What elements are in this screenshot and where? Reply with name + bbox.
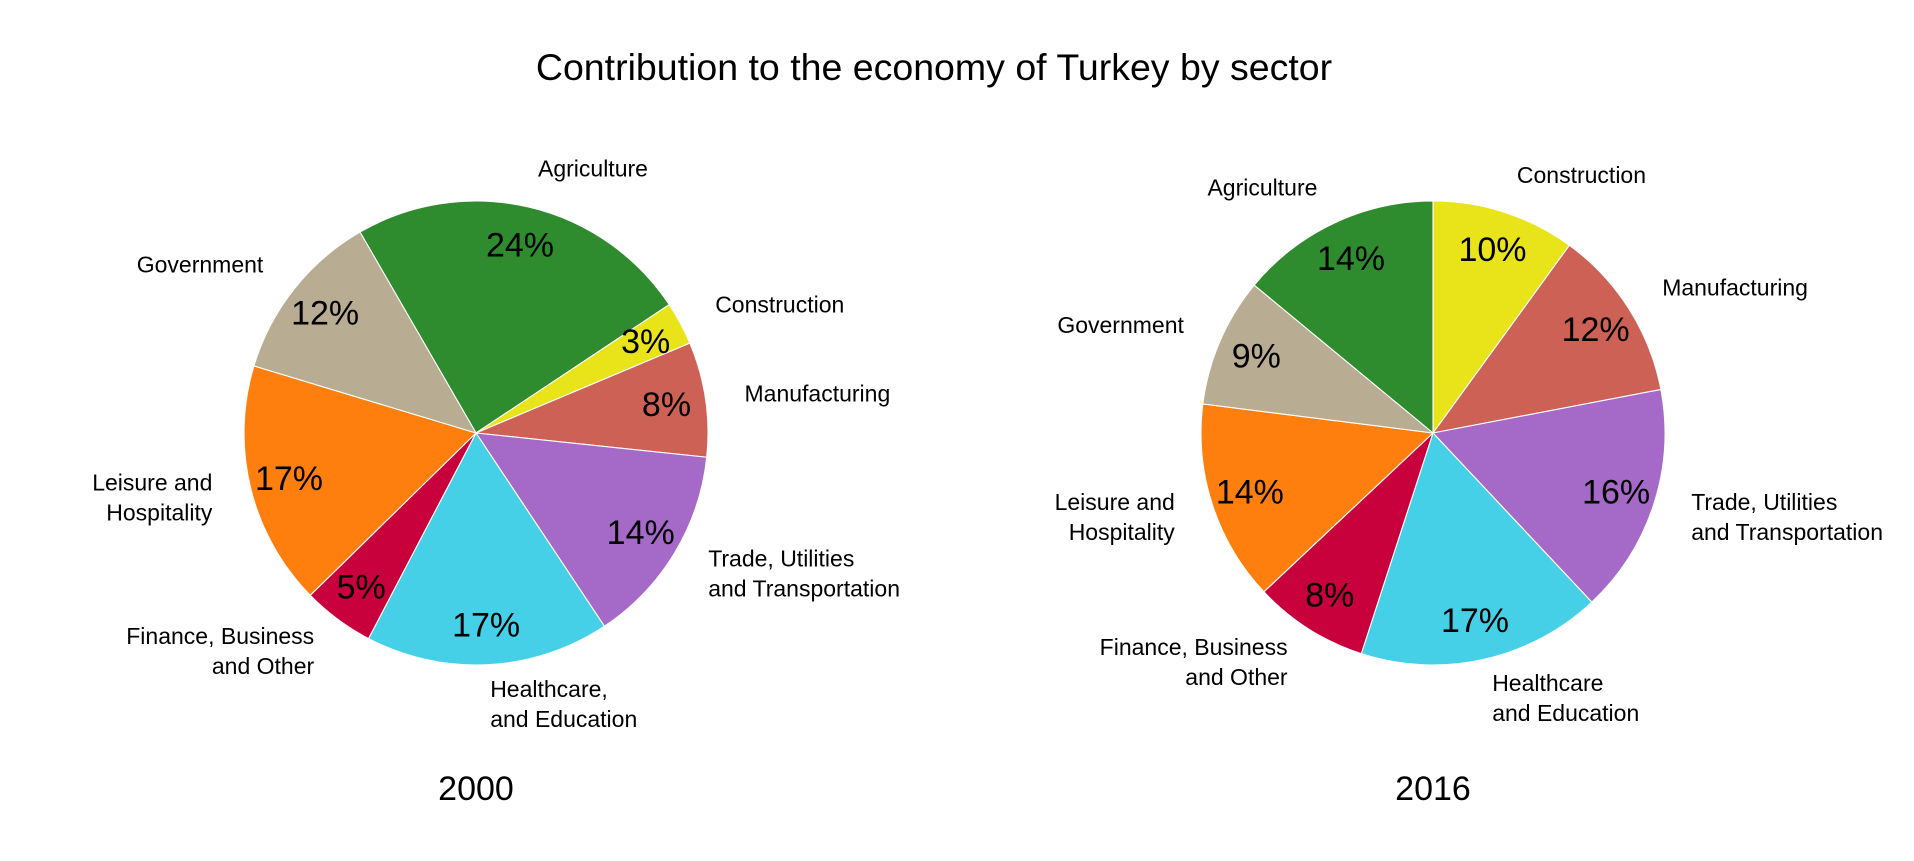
svg-text:Trade, Utilities: Trade, Utilities [1691,489,1837,515]
svg-text:Leisure and: Leisure and [1055,489,1175,515]
svg-text:and Transportation: and Transportation [708,576,900,602]
svg-text:Manufacturing: Manufacturing [1662,275,1808,301]
svg-text:Construction: Construction [1517,162,1646,188]
svg-text:Healthcare,: Healthcare, [490,676,608,702]
svg-text:8%: 8% [1305,577,1354,615]
svg-text:Finance, Business: Finance, Business [1100,634,1288,660]
svg-text:9%: 9% [1232,338,1281,376]
svg-text:Manufacturing: Manufacturing [745,380,891,406]
svg-text:and Education: and Education [1492,700,1639,726]
svg-text:17%: 17% [452,606,520,644]
svg-text:Agriculture: Agriculture [1207,174,1317,200]
svg-text:17%: 17% [255,460,323,498]
svg-text:10%: 10% [1458,231,1526,269]
svg-text:14%: 14% [1317,240,1385,278]
svg-text:12%: 12% [1562,311,1630,349]
svg-text:16%: 16% [1582,474,1650,512]
svg-text:Hospitality: Hospitality [106,500,213,526]
svg-text:Leisure and: Leisure and [92,470,212,496]
svg-text:and Other: and Other [212,653,315,679]
svg-text:Hospitality: Hospitality [1069,519,1176,545]
svg-text:14%: 14% [1216,474,1284,512]
svg-text:2016: 2016 [1395,770,1471,808]
svg-text:Government: Government [1057,312,1184,338]
svg-text:17%: 17% [1441,602,1509,640]
svg-text:Healthcare: Healthcare [1492,670,1603,696]
svg-text:Agriculture: Agriculture [538,156,648,182]
svg-text:2000: 2000 [438,770,514,808]
svg-text:Trade, Utilities: Trade, Utilities [708,546,854,572]
svg-text:Government: Government [137,251,264,277]
svg-text:and Transportation: and Transportation [1691,519,1883,545]
svg-text:Construction: Construction [715,292,844,318]
svg-text:8%: 8% [642,386,691,424]
svg-text:3%: 3% [621,323,670,361]
svg-text:Contribution to the economy of: Contribution to the economy of Turkey by… [536,46,1332,88]
svg-text:12%: 12% [291,294,359,332]
svg-text:Finance, Business: Finance, Business [126,623,314,649]
svg-text:and Education: and Education [490,706,637,732]
svg-text:and Other: and Other [1185,664,1288,690]
svg-text:5%: 5% [337,569,386,607]
svg-text:14%: 14% [607,514,675,552]
svg-text:24%: 24% [486,227,554,265]
